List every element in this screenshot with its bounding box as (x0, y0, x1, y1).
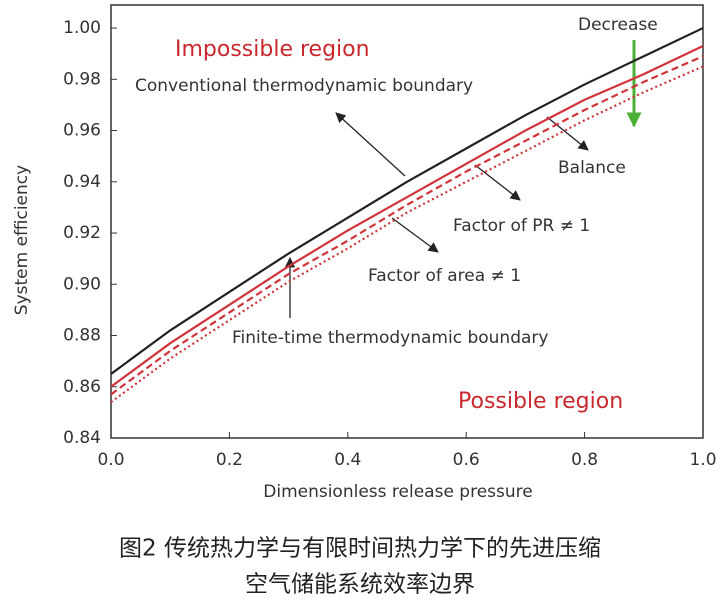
y-tick-label: 0.94 (63, 172, 101, 192)
x-tick-label: 0.4 (334, 450, 361, 470)
series-label: Balance (558, 158, 626, 178)
y-tick-label: 0.92 (63, 223, 101, 243)
y-tick-label: 1.00 (63, 18, 101, 38)
y-tick-label: 0.90 (63, 274, 101, 294)
x-tick-label: 0.6 (453, 450, 480, 470)
annotation: Impossible region (175, 37, 370, 62)
y-tick-label: 0.84 (63, 428, 101, 448)
series-label: Conventional thermodynamic boundary (135, 76, 473, 96)
caption: 空气储能系统效率边界 (245, 572, 475, 598)
x-axis-label: Dimensionless release pressure (263, 482, 533, 502)
series-label: Factor of area ≠ 1 (368, 266, 521, 286)
annotation: Finite-time thermodynamic boundary (232, 328, 548, 348)
x-tick-label: 0.2 (216, 450, 243, 470)
series-line (110, 55, 704, 396)
x-tick-label: 0.0 (97, 450, 124, 470)
series-line (110, 45, 704, 388)
y-tick-label: 0.98 (63, 69, 101, 89)
annotation: Decrease (578, 15, 658, 35)
plot-frame (110, 4, 704, 439)
annotation: Possible region (458, 389, 623, 414)
y-axis-label: System efficiency (12, 165, 32, 315)
x-tick-label: 1.0 (689, 450, 716, 470)
y-tick-label: 0.86 (63, 377, 101, 397)
arrows (284, 112, 589, 318)
series-line (110, 27, 704, 375)
y-tick-label: 0.96 (63, 121, 101, 141)
series-label: Factor of PR ≠ 1 (453, 216, 590, 236)
series-line (110, 65, 704, 404)
x-tick-label: 0.8 (571, 450, 598, 470)
y-tick-label: 0.88 (63, 326, 101, 346)
caption: 图2 传统热力学与有限时间热力学下的先进压缩 (119, 536, 601, 562)
